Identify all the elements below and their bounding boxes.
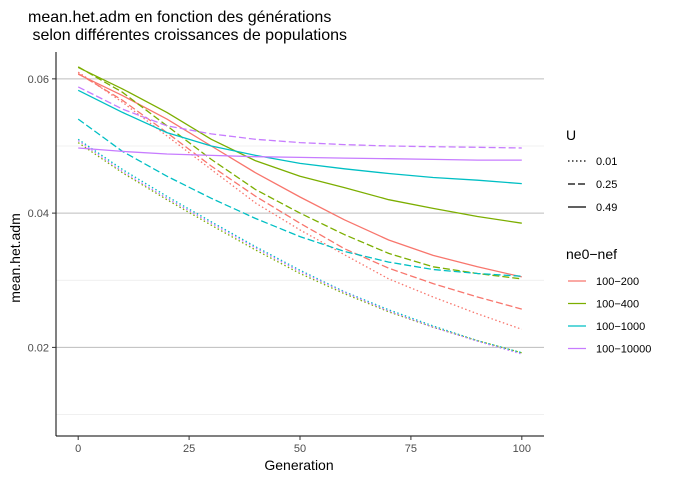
series-line-6 [77, 89, 522, 185]
chart-title-line-1: mean.het.adm en fonction des générations [28, 9, 331, 26]
axes: 0 25 50 75 100 0.02 0.04 0.06 [28, 52, 544, 455]
series-line-9 [78, 147, 522, 161]
series-line-8 [77, 138, 522, 354]
series-line-2 [77, 71, 523, 330]
series-line-3 [77, 66, 522, 224]
y-tick-label: 0.06 [28, 74, 49, 86]
legend-label-u: 0.25 [596, 179, 617, 191]
legend-title-u: U [566, 127, 576, 143]
series-line-10 [77, 86, 522, 149]
chart-title: mean.het.adm en fonction des générations… [28, 9, 347, 44]
legend-label-color: 100−10000 [596, 344, 651, 356]
x-tick-label: 75 [405, 443, 417, 455]
y-tick-label: 0.02 [28, 342, 49, 354]
legend-label-color: 100−400 [596, 299, 639, 311]
y-axis-title: mean.het.adm [7, 213, 23, 303]
series-line-5 [77, 142, 522, 354]
legend-label-color: 100−1000 [596, 321, 645, 333]
series-lines [77, 66, 523, 355]
legend: U 0.01 0.25 0.49 ne0−nef 100−200 100−400 100−10… [566, 127, 651, 356]
gridlines [56, 78, 544, 415]
series-line-4 [77, 66, 522, 280]
x-tick-label: 0 [75, 443, 81, 455]
x-tick-label: 100 [513, 443, 531, 455]
x-tick-label: 50 [294, 443, 306, 455]
chart-title-line-2: selon différentes croissances de populat… [28, 27, 347, 44]
series-line-11 [77, 140, 522, 355]
legend-title-color: ne0−nef [566, 246, 617, 262]
x-tick-label: 25 [183, 443, 195, 455]
x-axis-title: Generation [264, 457, 333, 473]
series-line-0 [77, 73, 522, 278]
legend-label-color: 100−200 [596, 276, 639, 288]
series-line-7 [77, 118, 522, 277]
legend-label-u: 0.01 [596, 156, 617, 168]
legend-label-u: 0.49 [596, 202, 617, 214]
y-tick-label: 0.04 [28, 208, 49, 220]
series-line-1 [77, 72, 522, 310]
